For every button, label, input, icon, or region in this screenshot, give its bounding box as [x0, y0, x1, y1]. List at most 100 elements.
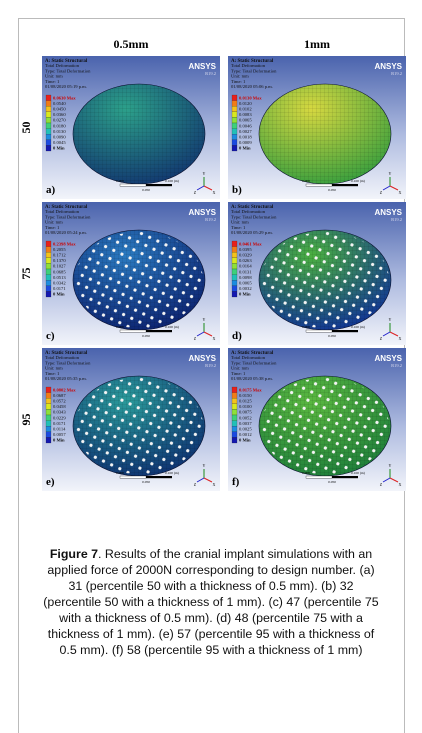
- column-header: 1mm: [304, 37, 330, 51]
- panel-label: c): [46, 330, 55, 342]
- legend-swatch: [46, 421, 51, 427]
- legend-label: 0.0131: [239, 269, 252, 274]
- legend-label: 0 Min: [239, 438, 251, 443]
- legend-label: 0.0114: [53, 427, 66, 432]
- legend-label: 0.0130 Max: [239, 95, 262, 100]
- legend-swatch: [46, 117, 51, 123]
- column-header: 0.5mm: [114, 37, 149, 51]
- scale-bar-black: [332, 330, 358, 332]
- legend-label: 0.0125: [239, 399, 252, 404]
- scale-bar-white: [306, 330, 332, 332]
- legend-swatch: [46, 140, 51, 146]
- panel-label: a): [46, 184, 56, 196]
- legend-swatch: [46, 286, 51, 292]
- legend-label: 0.0025: [239, 427, 252, 432]
- legend-label: 0.0461 Max: [239, 241, 262, 246]
- legend-label: 0.0630 Max: [53, 95, 76, 100]
- legend-swatch: [46, 280, 51, 286]
- legend-label: 0.0270: [53, 118, 66, 123]
- panel-header-line: 01/08/2020 05:24 p.m.: [45, 230, 87, 235]
- legend-label: 0.0032: [239, 286, 252, 291]
- scale-label: 0.050: [328, 188, 336, 192]
- legend-swatch: [232, 393, 237, 399]
- implant-mesh: [73, 84, 205, 184]
- legend-swatch: [232, 426, 237, 432]
- legend-swatch: [46, 95, 51, 101]
- legend-label: 0.0180: [53, 123, 66, 128]
- legend-label: 0.0037: [239, 421, 252, 426]
- version: R19.2: [205, 71, 216, 76]
- scale-bar-white: [306, 184, 332, 186]
- axis-label: Y: [203, 317, 206, 322]
- legend-label: 0.0175 Max: [239, 387, 262, 392]
- legend-swatch: [232, 106, 237, 112]
- legend-swatch: [232, 432, 237, 438]
- axis-label: Y: [389, 171, 392, 176]
- axis-label: X: [213, 482, 216, 487]
- legend-swatch: [232, 134, 237, 140]
- brand: ANSYS: [188, 62, 216, 71]
- legend-swatch: [46, 241, 51, 247]
- implant-holes: [261, 232, 389, 328]
- scale-label: 0.050: [142, 334, 150, 338]
- version: R19.2: [205, 217, 216, 222]
- legend-label: 0.0342: [53, 281, 66, 286]
- scale-label: 0.050: [142, 188, 150, 192]
- legend-swatch: [232, 437, 237, 443]
- scale-bar-white: [120, 476, 146, 478]
- row-header: 75: [19, 268, 33, 280]
- legend-swatch: [232, 95, 237, 101]
- legend-swatch: [46, 258, 51, 264]
- brand: ANSYS: [374, 354, 402, 363]
- brand: ANSYS: [188, 354, 216, 363]
- legend-label: 0.0150: [239, 393, 252, 398]
- legend-swatch: [46, 275, 51, 281]
- legend-swatch: [232, 398, 237, 404]
- legend-label: 0.1370: [53, 258, 66, 263]
- legend-swatch: [46, 263, 51, 269]
- legend-label: 0.0102: [239, 107, 252, 112]
- legend-label: 0.0130: [53, 129, 66, 134]
- legend-label: 0 Min: [53, 292, 65, 297]
- legend-swatch: [232, 269, 237, 275]
- scale-bar-black: [146, 476, 172, 478]
- legend-label: 0.0046: [239, 123, 252, 128]
- scale-label: 0.100 (m): [351, 471, 366, 475]
- scale-label: 0.050: [328, 480, 336, 484]
- legend-swatch: [232, 258, 237, 264]
- legend-swatch: [46, 106, 51, 112]
- legend-swatch: [232, 387, 237, 393]
- legend-swatch: [46, 415, 51, 421]
- axis-label: Y: [203, 463, 206, 468]
- version: R19.2: [391, 217, 402, 222]
- scale-bar-black: [146, 184, 172, 186]
- scale-bar-white: [306, 476, 332, 478]
- legend-label: 0.0171: [53, 421, 66, 426]
- legend-label: 0.0090: [53, 135, 66, 140]
- legend-label: 0.0083: [239, 112, 252, 117]
- scale-label: 0.100 (m): [351, 179, 366, 183]
- legend-label: 0.0100: [239, 404, 252, 409]
- panel-header-line: 01/08/2020 05:38 p.m.: [231, 376, 273, 381]
- legend-swatch: [232, 241, 237, 247]
- legend-label: 0.0343: [53, 410, 66, 415]
- legend-swatch: [46, 404, 51, 410]
- version: R19.2: [391, 363, 402, 368]
- legend-swatch: [232, 280, 237, 286]
- brand: ANSYS: [374, 208, 402, 217]
- legend-swatch: [46, 145, 51, 151]
- legend-swatch: [232, 145, 237, 151]
- legend-label: 0.0120: [239, 101, 252, 106]
- legend-swatch: [46, 129, 51, 135]
- legend-swatch: [46, 387, 51, 393]
- scale-bar-black: [332, 184, 358, 186]
- legend-label: 0.0360: [53, 112, 66, 117]
- legend-label: 0.0012: [239, 432, 252, 437]
- legend-label: 0.0540: [53, 101, 66, 106]
- legend-label: 0.0329: [239, 253, 252, 258]
- legend-swatch: [232, 275, 237, 281]
- legend-swatch: [232, 247, 237, 253]
- scale-bar-white: [120, 184, 146, 186]
- legend-swatch: [46, 247, 51, 253]
- scale-label: 0.100 (m): [351, 325, 366, 329]
